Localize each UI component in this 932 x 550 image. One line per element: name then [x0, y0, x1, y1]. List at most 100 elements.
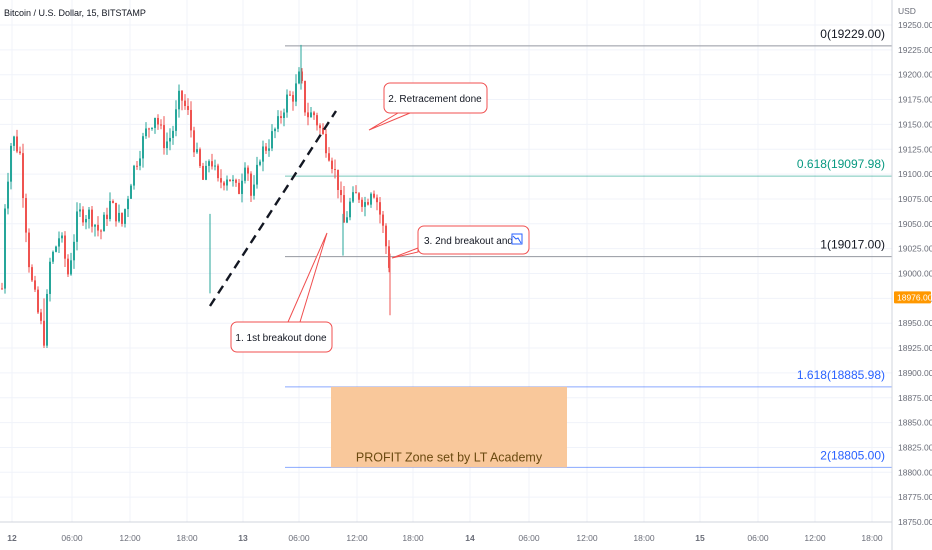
candle	[298, 67, 300, 85]
candle	[364, 196, 366, 217]
candle	[106, 207, 108, 226]
candle	[217, 163, 219, 182]
candle	[175, 100, 177, 137]
fib-level-label: 1.618(18885.98)	[797, 368, 885, 382]
candle	[271, 124, 273, 152]
candle	[139, 150, 141, 171]
candle	[133, 164, 135, 190]
candle	[382, 211, 384, 234]
candle	[22, 143, 24, 208]
candle	[109, 192, 111, 222]
candle	[205, 160, 207, 181]
price-tick-label: 18925.00	[898, 343, 932, 353]
candle	[79, 203, 81, 217]
candle	[337, 169, 339, 199]
candle	[151, 127, 153, 131]
candle	[199, 147, 201, 168]
candle	[208, 159, 210, 173]
price-tick-label: 19200.00	[898, 70, 932, 80]
candle	[118, 204, 120, 223]
time-tick-label: 18:00	[633, 533, 655, 543]
price-tick-label: 19250.00	[898, 20, 932, 30]
candle	[94, 223, 96, 237]
candle	[214, 159, 216, 171]
callout-3[interactable]	[417, 225, 530, 255]
price-tick-label: 19150.00	[898, 119, 932, 129]
candle	[373, 190, 375, 199]
callout-1[interactable]	[230, 321, 333, 353]
candle	[361, 197, 363, 212]
candle	[370, 192, 372, 208]
candle	[121, 212, 123, 227]
price-tick-label: 19100.00	[898, 169, 932, 179]
candle	[181, 90, 183, 111]
candle	[346, 211, 348, 224]
price-tick-label: 19025.00	[898, 244, 932, 254]
candle	[313, 110, 315, 120]
candle	[28, 228, 30, 273]
candle	[379, 197, 381, 224]
price-tick-label: 19225.00	[898, 45, 932, 55]
candle	[262, 140, 264, 172]
fibonacci-levels: 0(19229.00) 0.618(19097.98) 1(19017.00) 1.6…	[285, 27, 892, 468]
callout-2-pointer	[368, 112, 411, 131]
price-tick-label: 19125.00	[898, 144, 932, 154]
candle	[283, 108, 285, 127]
candle	[31, 264, 33, 283]
candle	[307, 102, 309, 126]
candle	[325, 129, 327, 158]
currency-label: USD	[898, 6, 916, 16]
callout-1-text: 1. 1st breakout done	[235, 333, 327, 344]
candle	[103, 212, 105, 232]
candle	[37, 286, 39, 314]
candle	[226, 175, 228, 191]
candle	[268, 139, 270, 157]
candle	[190, 101, 192, 138]
candle	[385, 223, 387, 255]
time-tick-label: 15	[695, 533, 705, 543]
time-axis[interactable]: 12 06:00 12:00 18:00 13 06:00 12:00 18:00 14 06:0…	[7, 533, 883, 543]
candle	[196, 142, 198, 154]
price-tick-label: 19175.00	[898, 95, 932, 105]
candle	[220, 169, 222, 189]
price-tick-label: 18950.00	[898, 318, 932, 328]
candle	[73, 234, 75, 269]
symbol-title: Bitcoin / U.S. Dollar, 15, BITSTAMP	[4, 8, 146, 18]
candle	[13, 135, 15, 151]
candle	[184, 94, 186, 110]
candle	[100, 229, 102, 240]
candle	[280, 110, 282, 124]
time-tick-label: 14	[465, 533, 475, 543]
candle	[334, 159, 336, 179]
time-tick-label: 06:00	[61, 533, 83, 543]
candle	[289, 90, 291, 96]
callout-2[interactable]	[383, 82, 488, 114]
candle	[256, 156, 258, 189]
candle	[241, 173, 243, 203]
candle	[304, 80, 306, 116]
candle	[10, 143, 12, 190]
candle	[157, 114, 159, 130]
candle	[67, 254, 69, 278]
candle	[355, 185, 357, 194]
price-tick-label: 18775.00	[898, 492, 932, 502]
candle	[115, 202, 117, 227]
candle	[91, 206, 93, 233]
callout-2-text: 2. Retracement done	[388, 94, 482, 105]
candle	[25, 193, 27, 243]
trend-line[interactable]	[208, 110, 338, 307]
candle	[343, 185, 345, 223]
time-tick-label: 13	[238, 533, 248, 543]
candle	[250, 171, 252, 203]
candle	[136, 161, 138, 170]
fib-level-label: 1(19017.00)	[820, 238, 885, 252]
price-tick-label: 18875.00	[898, 393, 932, 403]
candle	[187, 98, 189, 115]
candle	[127, 195, 129, 217]
fib-level-label: 2(18805.00)	[820, 448, 885, 462]
candle	[295, 74, 297, 107]
candle	[148, 127, 150, 138]
price-axis[interactable]: 19250.00 19225.00 19200.00 19175.00 19150.00…	[898, 20, 932, 527]
candle	[4, 204, 6, 294]
